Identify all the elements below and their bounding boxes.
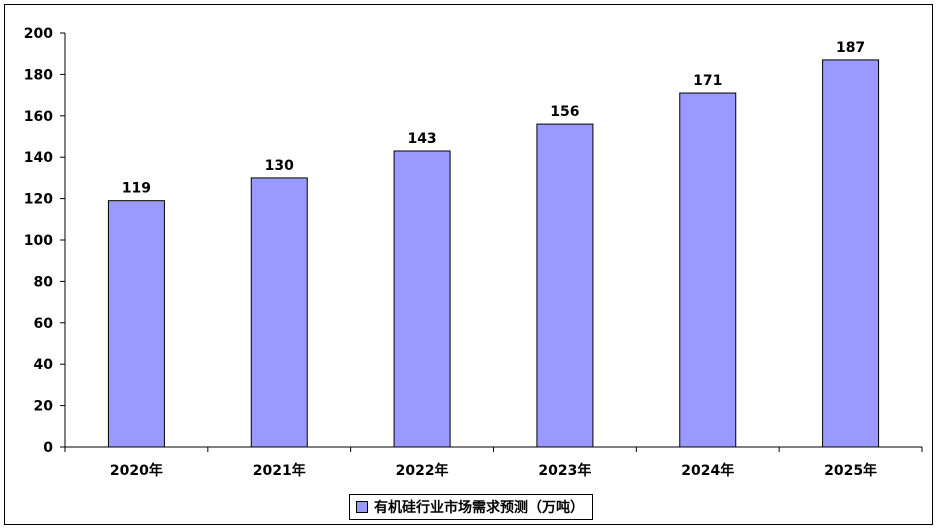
x-category-label: 2021年: [253, 462, 306, 479]
y-tick-label: 180: [24, 67, 53, 83]
data-label: 119: [122, 181, 151, 197]
x-category-label: 2025年: [824, 462, 877, 479]
y-tick-label: 160: [24, 109, 53, 125]
x-category-label: 2020年: [110, 462, 163, 479]
bar: [107, 200, 165, 448]
labels: 0 20 40 60 80 100 120 140 160 180 200 119 2020年 130 20…: [24, 26, 877, 479]
y-tick-label: 80: [34, 274, 54, 290]
bar: [822, 59, 880, 448]
bar: [679, 92, 737, 448]
y-tick-label: 0: [43, 440, 53, 456]
y-tick-label: 200: [24, 26, 53, 42]
y-tick-label: 120: [24, 192, 53, 208]
data-label: 171: [693, 73, 722, 89]
legend-swatch: [356, 501, 368, 513]
axes: [60, 32, 923, 452]
bars: [107, 59, 880, 448]
data-label: 130: [265, 158, 294, 174]
y-tick-label: 100: [24, 233, 53, 249]
x-category-label: 2023年: [538, 462, 591, 479]
data-label: 187: [836, 40, 865, 56]
data-label: 156: [550, 104, 579, 120]
legend: 有机硅行业市场需求预测（万吨）: [349, 494, 593, 520]
bar: [393, 150, 451, 448]
x-category-label: 2022年: [396, 462, 449, 479]
bar: [250, 177, 308, 448]
y-tick-label: 60: [34, 316, 54, 332]
y-tick-label: 40: [34, 357, 54, 373]
x-category-label: 2024年: [681, 462, 734, 479]
bar: [536, 123, 594, 448]
y-tick-label: 20: [34, 399, 54, 415]
y-tick-label: 140: [24, 150, 53, 166]
data-label: 143: [407, 131, 436, 147]
legend-label: 有机硅行业市场需求预测（万吨）: [374, 500, 584, 516]
